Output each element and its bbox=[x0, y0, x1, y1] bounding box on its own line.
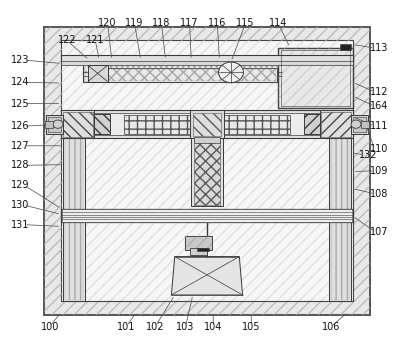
Bar bbox=[61, 61, 352, 65]
Text: 100: 100 bbox=[40, 321, 59, 332]
Text: 128: 128 bbox=[11, 160, 29, 170]
Bar bbox=[278, 48, 352, 108]
Polygon shape bbox=[171, 257, 242, 295]
Circle shape bbox=[218, 62, 243, 83]
Bar bbox=[64, 113, 349, 135]
Bar bbox=[94, 114, 110, 134]
Bar bbox=[328, 137, 350, 301]
Text: 105: 105 bbox=[242, 321, 260, 332]
Bar bbox=[63, 137, 85, 301]
Bar bbox=[47, 117, 61, 132]
Bar bbox=[45, 121, 53, 128]
Bar bbox=[124, 115, 289, 134]
Bar bbox=[45, 115, 63, 134]
Bar bbox=[89, 68, 277, 82]
Text: 113: 113 bbox=[369, 43, 387, 53]
Text: 129: 129 bbox=[11, 180, 29, 190]
Bar bbox=[191, 138, 222, 206]
Bar bbox=[193, 137, 220, 143]
Bar bbox=[90, 69, 275, 81]
Text: 104: 104 bbox=[204, 321, 222, 332]
Bar bbox=[185, 236, 211, 250]
Bar bbox=[360, 121, 368, 128]
Bar bbox=[63, 112, 93, 137]
Text: 109: 109 bbox=[369, 166, 387, 176]
Bar bbox=[85, 61, 279, 82]
Text: 127: 127 bbox=[11, 141, 29, 151]
Text: 119: 119 bbox=[125, 18, 143, 28]
Bar bbox=[278, 48, 352, 108]
Bar bbox=[193, 139, 220, 205]
Text: 107: 107 bbox=[369, 226, 387, 237]
Bar bbox=[62, 209, 351, 222]
Bar bbox=[83, 60, 281, 82]
Text: 115: 115 bbox=[236, 18, 254, 28]
Bar bbox=[44, 27, 369, 315]
Bar bbox=[192, 113, 221, 136]
Bar bbox=[280, 50, 349, 106]
Bar bbox=[44, 27, 369, 315]
Text: 114: 114 bbox=[268, 18, 287, 28]
Bar bbox=[352, 117, 366, 132]
Bar bbox=[61, 40, 352, 301]
Bar bbox=[185, 236, 211, 250]
Text: 126: 126 bbox=[11, 121, 29, 131]
Bar bbox=[61, 55, 352, 62]
Text: 164: 164 bbox=[369, 101, 387, 111]
Bar bbox=[88, 65, 107, 82]
Bar bbox=[61, 110, 352, 138]
Bar bbox=[350, 115, 368, 134]
Circle shape bbox=[53, 120, 63, 128]
Text: 108: 108 bbox=[369, 189, 387, 199]
Text: 122: 122 bbox=[58, 35, 76, 46]
Bar bbox=[303, 114, 319, 134]
Bar bbox=[320, 112, 350, 137]
Text: 131: 131 bbox=[11, 220, 29, 230]
Bar bbox=[197, 248, 209, 251]
Text: 111: 111 bbox=[369, 121, 387, 131]
Text: 117: 117 bbox=[180, 18, 198, 28]
Bar bbox=[339, 44, 350, 50]
Bar bbox=[61, 110, 94, 138]
Text: 110: 110 bbox=[369, 144, 387, 154]
Bar bbox=[61, 209, 352, 222]
Text: 106: 106 bbox=[321, 321, 339, 332]
Text: 116: 116 bbox=[208, 18, 226, 28]
Bar bbox=[61, 40, 352, 301]
Text: 118: 118 bbox=[152, 18, 170, 28]
Circle shape bbox=[350, 120, 360, 128]
Text: 123: 123 bbox=[11, 55, 29, 65]
Text: 125: 125 bbox=[11, 98, 29, 109]
Bar bbox=[319, 110, 352, 138]
Text: 130: 130 bbox=[11, 200, 29, 210]
Text: 103: 103 bbox=[176, 321, 194, 332]
Text: 132: 132 bbox=[358, 150, 377, 160]
Text: 120: 120 bbox=[98, 18, 116, 28]
Bar bbox=[190, 110, 223, 138]
Bar bbox=[65, 138, 83, 300]
Text: 112: 112 bbox=[369, 87, 387, 97]
Text: 101: 101 bbox=[117, 321, 135, 332]
Bar bbox=[330, 138, 348, 300]
Text: 102: 102 bbox=[146, 321, 164, 332]
Bar bbox=[190, 248, 206, 255]
Text: 124: 124 bbox=[11, 77, 29, 87]
Text: 121: 121 bbox=[86, 35, 104, 46]
